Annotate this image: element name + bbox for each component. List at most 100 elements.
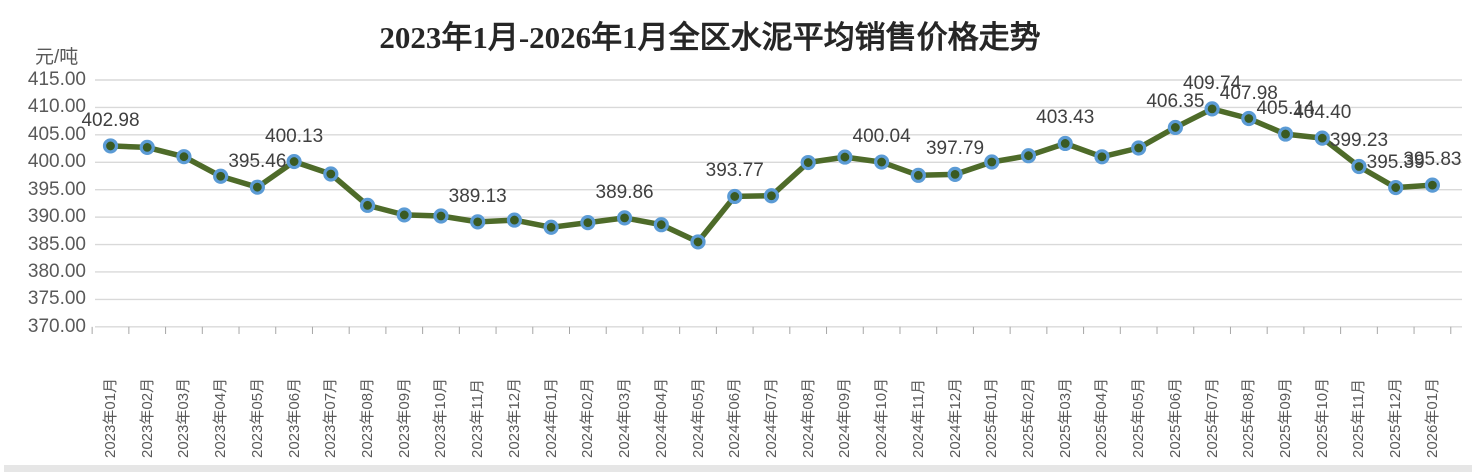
x-tick-label-2024年08月: 2024年08月 bbox=[799, 377, 817, 458]
data-point-2025年07月 bbox=[1204, 101, 1220, 117]
x-tick-label-2023年08月: 2023年08月 bbox=[359, 377, 377, 458]
x-tick-label-2025年11月: 2025年11月 bbox=[1350, 379, 1368, 458]
data-label-2025年09月: 405.14 bbox=[1256, 98, 1315, 120]
data-point-2025年08月 bbox=[1241, 110, 1257, 127]
data-label-2023年05月: 395.46 bbox=[228, 151, 287, 173]
x-tick-label-2023年04月: 2023年04月 bbox=[212, 377, 230, 458]
x-tick-label-2024年10月: 2024年10月 bbox=[873, 377, 891, 458]
data-label-2025年12月: 395.39 bbox=[1366, 151, 1425, 173]
data-label-2025年06月: 406.35 bbox=[1146, 91, 1205, 113]
x-tick-label-2023年10月: 2023年10月 bbox=[432, 377, 450, 458]
data-point-2024年01月 bbox=[543, 219, 559, 235]
y-tick-label-395: 395.00 bbox=[27, 178, 86, 200]
data-label-2025年08月: 407.98 bbox=[1219, 82, 1278, 104]
x-tick-label-2024年06月: 2024年06月 bbox=[726, 377, 744, 458]
y-tick-label-385: 385.00 bbox=[27, 233, 86, 255]
data-point-2024年12月 bbox=[947, 166, 963, 182]
data-point-2023年05月 bbox=[249, 179, 265, 195]
data-label-2024年10月: 400.04 bbox=[852, 126, 911, 148]
x-tick-label-2023年03月: 2023年03月 bbox=[175, 377, 193, 458]
x-tick-label-2024年02月: 2024年02月 bbox=[579, 377, 597, 458]
x-tick-label-2023年06月: 2023年06月 bbox=[285, 377, 303, 458]
x-tick-label-2025年06月: 2025年06月 bbox=[1166, 377, 1184, 458]
data-point-2023年10月 bbox=[433, 208, 449, 224]
data-point-2024年10月 bbox=[874, 154, 890, 170]
data-point-2023年06月 bbox=[286, 153, 302, 170]
x-tick-label-2024年05月: 2024年05月 bbox=[689, 377, 707, 458]
x-tick-label-2023年07月: 2023年07月 bbox=[322, 377, 340, 458]
data-point-2023年12月 bbox=[506, 212, 523, 228]
y-tick-label-380: 380.00 bbox=[27, 260, 86, 282]
chart-title: 2023年1月-2026年1月全区水泥平均销售价格走势 bbox=[379, 20, 1041, 55]
y-tick-label-400: 400.00 bbox=[27, 151, 86, 173]
data-point-2025年01月 bbox=[984, 154, 1000, 170]
y-tick-label-410: 410.00 bbox=[27, 96, 86, 118]
x-tick-label-2023年09月: 2023年09月 bbox=[395, 377, 413, 458]
x-tick-label-2025年09月: 2025年09月 bbox=[1277, 377, 1295, 458]
y-tick-label-390: 390.00 bbox=[27, 206, 86, 228]
x-tick-label-2025年08月: 2025年08月 bbox=[1240, 377, 1258, 458]
data-label-2025年11月: 399.23 bbox=[1329, 130, 1389, 152]
x-tick-label-2024年01月: 2024年01月 bbox=[542, 377, 560, 458]
data-point-2023年03月 bbox=[176, 149, 192, 165]
data-point-2025年12月 bbox=[1388, 179, 1404, 196]
x-tick-label-2024年07月: 2024年07月 bbox=[762, 377, 780, 458]
data-point-2023年09月 bbox=[396, 207, 412, 223]
data-point-2024年04月 bbox=[653, 217, 669, 233]
data-point-2024年02月 bbox=[580, 215, 596, 231]
x-tick-label-2025年07月: 2025年07月 bbox=[1203, 377, 1221, 458]
data-point-2023年04月 bbox=[213, 168, 229, 184]
x-tick-label-2025年01月: 2025年01月 bbox=[983, 377, 1001, 458]
x-tick-label-2023年05月: 2023年05月 bbox=[248, 377, 266, 458]
x-tick-label-2025年10月: 2025年10月 bbox=[1313, 377, 1331, 458]
y-tick-label-405: 405.00 bbox=[27, 123, 86, 145]
data-point-2023年08月 bbox=[359, 197, 376, 213]
x-tick-label-2024年09月: 2024年09月 bbox=[836, 377, 854, 458]
data-point-2026年01月 bbox=[1424, 177, 1441, 193]
data-label-2024年03月: 389.86 bbox=[595, 181, 654, 203]
data-point-2023年01月 bbox=[102, 138, 119, 154]
data-point-2025年04月 bbox=[1094, 149, 1110, 165]
data-label-2026年01月: 395.83 bbox=[1403, 149, 1462, 171]
x-tick-label-2024年12月: 2024年12月 bbox=[946, 377, 964, 458]
data-label-2025年10月: 404.40 bbox=[1293, 102, 1352, 124]
data-point-2024年09月 bbox=[837, 149, 853, 165]
data-label-2025年03月: 403.43 bbox=[1036, 107, 1095, 129]
data-point-2025年03月 bbox=[1057, 135, 1073, 152]
x-tick-label-2024年11月: 2024年11月 bbox=[909, 379, 927, 458]
data-point-2023年02月 bbox=[139, 139, 155, 155]
data-label-2023年11月: 389.13 bbox=[448, 185, 507, 207]
x-tick-label-2025年04月: 2025年04月 bbox=[1093, 377, 1111, 458]
y-tick-label-370: 370.00 bbox=[27, 315, 86, 337]
data-point-2024年06月 bbox=[727, 188, 743, 205]
data-point-2025年06月 bbox=[1167, 119, 1183, 136]
x-tick-label-2025年03月: 2025年03月 bbox=[1056, 377, 1074, 458]
x-tick-label-2025年02月: 2025年02月 bbox=[1020, 377, 1037, 458]
x-tick-label-2023年02月: 2023年02月 bbox=[138, 377, 156, 458]
data-point-2024年11月 bbox=[910, 167, 926, 183]
data-point-2024年08月 bbox=[800, 154, 816, 171]
data-point-2023年07月 bbox=[323, 166, 339, 182]
data-label-2024年12月: 397.79 bbox=[925, 138, 985, 160]
bottom-edge-bar bbox=[4, 465, 1472, 472]
data-point-2025年11月 bbox=[1351, 158, 1367, 175]
data-point-2023年11月 bbox=[470, 214, 486, 230]
data-point-2024年05月 bbox=[690, 234, 706, 250]
data-point-2025年10月 bbox=[1314, 130, 1330, 146]
x-tick-label-2025年05月: 2025年05月 bbox=[1130, 377, 1148, 458]
x-tick-label-2023年12月: 2023年12月 bbox=[505, 377, 523, 458]
x-tick-label-2024年04月: 2024年04月 bbox=[652, 377, 670, 458]
data-label-2023年06月: 400.13 bbox=[265, 125, 324, 147]
x-tick-label-2023年01月: 2023年01月 bbox=[102, 377, 119, 458]
data-point-2025年05月 bbox=[1131, 140, 1147, 156]
data-point-2024年07月 bbox=[763, 188, 780, 204]
x-tick-label-2024年03月: 2024年03月 bbox=[616, 377, 634, 458]
x-tick-label-2025年12月: 2025年12月 bbox=[1387, 377, 1405, 458]
data-label-2023年01月: 402.98 bbox=[81, 109, 140, 131]
x-tick-label-2026年01月: 2026年01月 bbox=[1423, 377, 1441, 458]
data-point-2025年09月 bbox=[1277, 126, 1294, 142]
data-point-2025年02月 bbox=[1020, 148, 1037, 164]
